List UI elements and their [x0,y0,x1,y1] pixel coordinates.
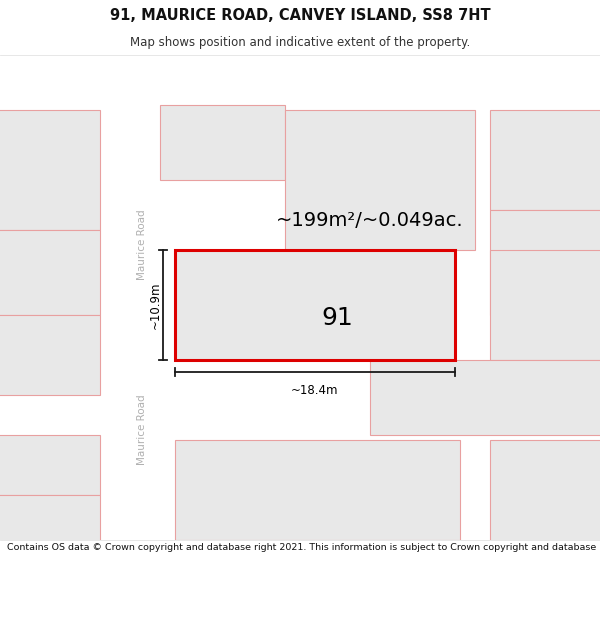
Text: Map shows position and indicative extent of the property.: Map shows position and indicative extent… [130,36,470,49]
Bar [285,110,475,250]
Bar [490,110,600,210]
Bar [490,250,600,360]
Bar [370,360,600,435]
Bar [0,315,100,395]
Bar [0,495,100,555]
Text: ~18.4m: ~18.4m [291,384,339,396]
Text: Maurice Road: Maurice Road [137,395,147,465]
Text: Contains OS data © Crown copyright and database right 2021. This information is : Contains OS data © Crown copyright and d… [7,544,600,552]
Bar [160,105,285,180]
Text: ~10.9m: ~10.9m [149,281,161,329]
Bar [175,440,460,540]
Bar [0,110,100,230]
Bar [490,440,600,545]
Bar [175,250,455,360]
Text: Maurice Road: Maurice Road [137,210,147,280]
Text: 91: 91 [322,306,353,330]
Bar [490,210,600,315]
Text: 91, MAURICE ROAD, CANVEY ISLAND, SS8 7HT: 91, MAURICE ROAD, CANVEY ISLAND, SS8 7HT [110,8,490,23]
Bar [0,230,100,315]
Text: ~199m²/~0.049ac.: ~199m²/~0.049ac. [276,211,464,229]
Bar [0,435,100,495]
